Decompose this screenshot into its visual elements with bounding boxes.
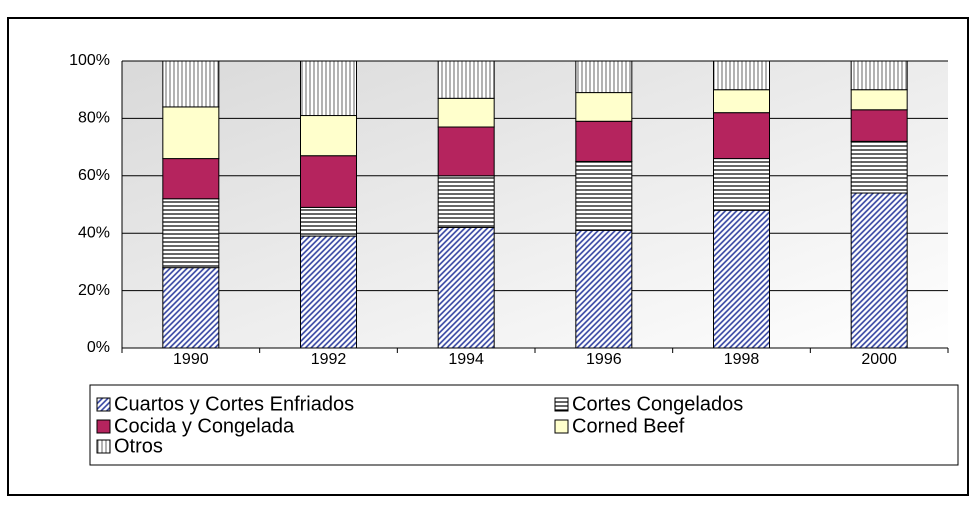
bar-segment <box>713 112 770 160</box>
legend-swatch <box>96 439 111 454</box>
bar-segment <box>300 115 357 157</box>
bar-segment <box>300 155 357 208</box>
legend-swatch <box>96 419 111 434</box>
legend-swatch <box>554 397 569 412</box>
x-tick-label: 1990 <box>173 351 209 368</box>
bar-segment <box>300 60 357 117</box>
y-tick-label: 20% <box>78 282 110 299</box>
bar-segment <box>162 267 220 349</box>
bar-segment <box>437 97 495 128</box>
y-tick-label: 40% <box>78 224 110 241</box>
x-tick-label: 1996 <box>586 351 622 368</box>
x-tick-label: 1992 <box>311 351 347 368</box>
legend-label: Cuartos y Cortes Enfriados <box>114 393 354 415</box>
bar-segment <box>713 60 770 91</box>
y-tick-label: 100% <box>69 52 110 69</box>
bar-segment <box>850 109 908 142</box>
legend-box <box>89 384 959 466</box>
bar-segment <box>713 158 770 211</box>
legend-label: Cocida y Congelada <box>114 415 295 437</box>
bar-segment <box>850 140 908 194</box>
y-tick-label: 80% <box>78 110 110 127</box>
bar-segment <box>437 226 495 349</box>
bar-segment <box>713 209 770 349</box>
bar-segment <box>300 235 357 349</box>
x-tick-label: 1994 <box>448 351 484 368</box>
legend-swatch <box>96 397 111 412</box>
bar-segment <box>575 60 633 94</box>
bar-segment <box>850 89 908 111</box>
legend-label: Cortes Congelados <box>572 393 743 415</box>
bar-segment <box>162 158 220 200</box>
x-tick-label: 2000 <box>861 351 897 368</box>
y-tick-label: 60% <box>78 167 110 184</box>
plot-area <box>122 61 948 348</box>
bar-segment <box>850 60 908 91</box>
legend-label: Corned Beef <box>572 415 685 437</box>
bar-segment <box>437 175 495 228</box>
bar-segment <box>575 229 633 349</box>
bar-segment <box>713 89 770 114</box>
bar-segment <box>300 206 357 237</box>
bar-segment <box>162 60 220 108</box>
bar-segment <box>850 192 908 349</box>
bar-segment <box>575 160 633 231</box>
legend-label: Otros <box>114 435 163 457</box>
bar-segment <box>437 126 495 177</box>
bar-segment <box>575 120 633 162</box>
x-tick-label: 1998 <box>724 351 760 368</box>
bar-segment <box>575 92 633 122</box>
bar-segment <box>162 198 220 269</box>
legend-swatch <box>554 419 569 434</box>
y-tick-label: 0% <box>87 339 110 356</box>
bar-segment <box>162 106 220 160</box>
bar-segment <box>437 60 495 99</box>
